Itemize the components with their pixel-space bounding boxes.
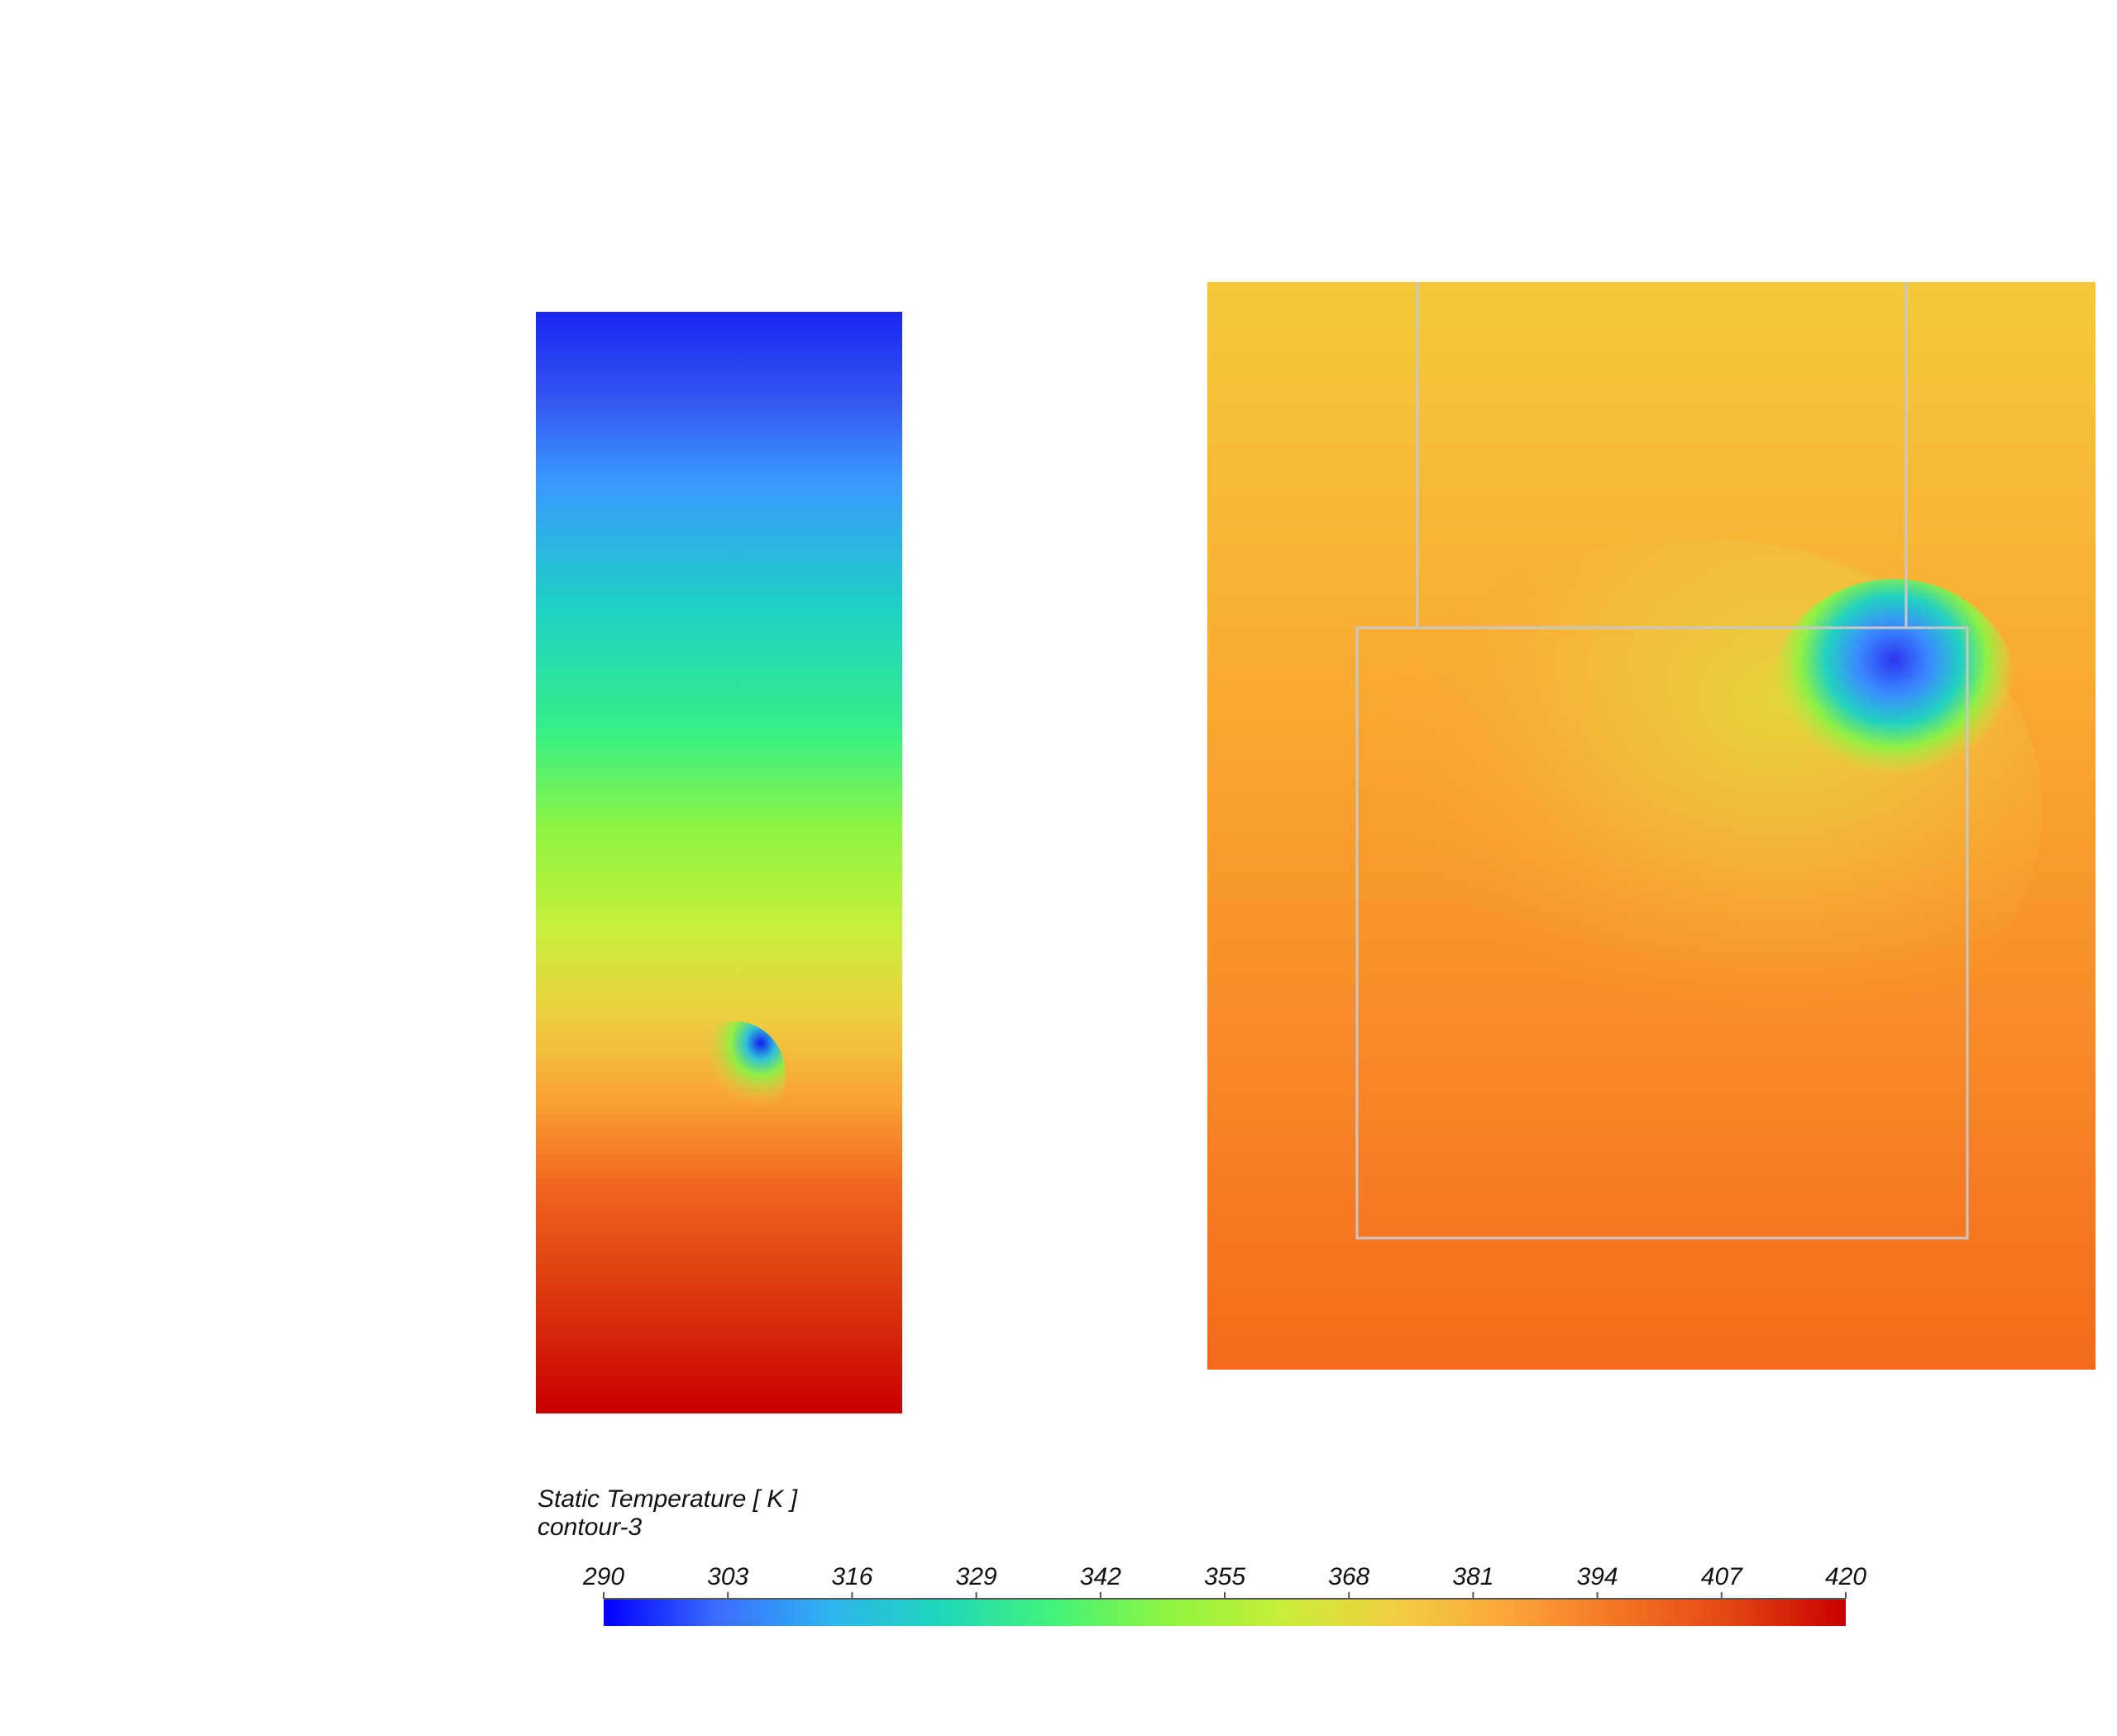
geometry-outline [1355,282,1969,1240]
side-section-field [536,312,902,1413]
colorbar [604,1599,1846,1626]
tick-label: 407 [1701,1563,1743,1590]
tick-label: 316 [831,1563,872,1590]
tick-label: 394 [1577,1563,1618,1590]
inlet-cold-spot [686,1021,786,1129]
inlet-cold-spot [1770,579,2018,811]
tick-label: 381 [1452,1563,1493,1590]
tick-label: 420 [1825,1563,1866,1590]
tick-label: 329 [956,1563,997,1590]
legend-title: Static Temperature [ K ] [538,1485,798,1513]
tick-label: 368 [1328,1563,1369,1590]
tick-label: 290 [582,1563,624,1590]
tick-label: 355 [1204,1563,1245,1590]
tick-label: 303 [707,1563,748,1590]
legend-subtitle: contour-3 [538,1514,643,1541]
tick-label: 342 [1080,1563,1121,1590]
